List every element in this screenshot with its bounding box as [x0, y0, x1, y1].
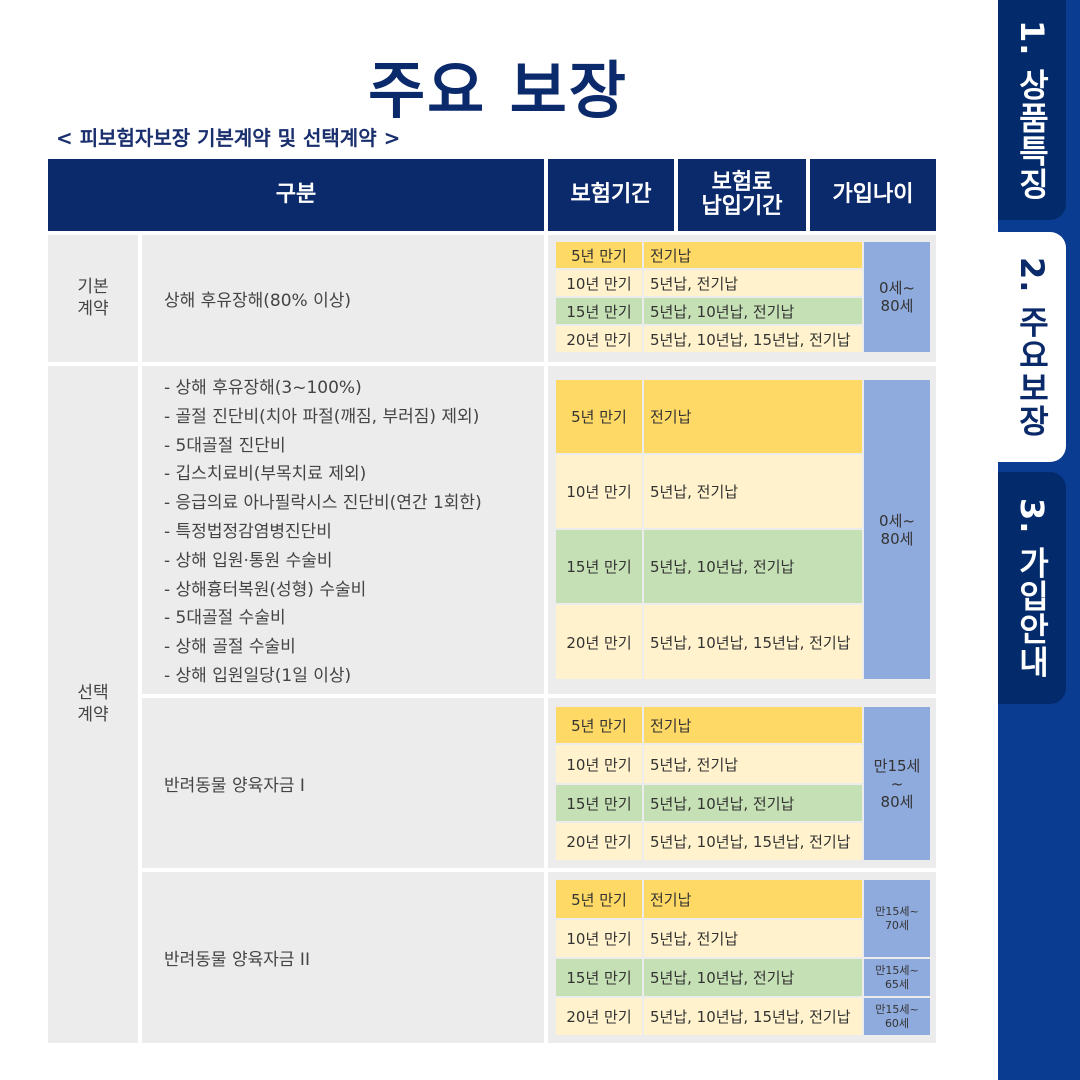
- payment-cell: 5년납, 10년납, 전기납: [644, 530, 862, 603]
- payment-cell: 5년납, 10년납, 15년납, 전기납: [644, 605, 862, 679]
- coverage-list-item: - 특정법정감염병진단비: [164, 521, 332, 542]
- coverage-list-cell: - 상해 후유장해(3~100%) - 골절 진단비(치아 파절(깨짐, 부러짐…: [142, 366, 544, 694]
- term-cell: 10년 만기: [556, 270, 642, 296]
- term-cell: 5년 만기: [556, 242, 642, 268]
- term-cell: 15년 만기: [556, 530, 642, 603]
- payment-cell: 전기납: [644, 880, 862, 918]
- term-cell: 20년 만기: [556, 326, 642, 352]
- tab-label: 2. 주요보장: [1013, 256, 1051, 438]
- term-cell: 20년 만기: [556, 823, 642, 860]
- page-title: 주요 보장: [368, 54, 628, 127]
- term-cell: 10년 만기: [556, 920, 642, 957]
- payment-cell: 5년납, 10년납, 전기납: [644, 959, 862, 996]
- term-cell: 5년 만기: [556, 380, 642, 453]
- coverage-list-item: - 상해 골절 수술비: [164, 637, 296, 658]
- header-join-age: 가입나이: [810, 159, 936, 231]
- group-optional-contract: 선택 계약: [48, 366, 138, 1043]
- age-cell: 만15세~ 60세: [864, 998, 930, 1035]
- payment-cell: 5년납, 10년납, 15년납, 전기납: [644, 823, 862, 860]
- payment-cell: 전기납: [644, 707, 862, 743]
- term-cell: 20년 만기: [556, 998, 642, 1035]
- coverage-list-item: - 응급의료 아나필락시스 진단비(연간 1회한): [164, 493, 482, 514]
- term-cell: 15년 만기: [556, 785, 642, 821]
- coverage-list-item: - 깁스치료비(부목치료 제외): [164, 464, 367, 485]
- coverage-list: - 상해 후유장해(3~100%) - 골절 진단비(치아 파절(깨짐, 부러짐…: [164, 374, 544, 691]
- payment-cell: 5년납, 10년납, 전기납: [644, 785, 862, 821]
- payment-cell: 5년납, 전기납: [644, 455, 862, 528]
- payment-cell: 5년납, 전기납: [644, 920, 862, 957]
- header-payment-period-line2: 납입기간: [701, 194, 783, 219]
- header-insurance-period: 보험기간: [548, 159, 674, 231]
- payment-cell: 5년납, 전기납: [644, 270, 862, 296]
- coverage-cell: 상해 후유장해(80% 이상): [142, 235, 544, 362]
- term-cell: 15년 만기: [556, 959, 642, 996]
- payment-cell: 5년납, 10년납, 15년납, 전기납: [644, 326, 862, 352]
- coverage-list-item: - 상해 입원·통원 수술비: [164, 550, 333, 571]
- age-cell: 만15세~ 70세: [864, 880, 930, 957]
- coverage-cell: 반려동물 양육자금 II: [142, 872, 544, 1043]
- age-cell: 0세~ 80세: [864, 242, 930, 352]
- payment-cell: 5년납, 10년납, 전기납: [644, 298, 862, 324]
- header-category: 구분: [48, 159, 544, 231]
- header-payment-period-line1: 보험료: [711, 169, 773, 195]
- term-cell: 5년 만기: [556, 707, 642, 743]
- payment-cell: 전기납: [644, 242, 862, 268]
- term-cell: 10년 만기: [556, 745, 642, 783]
- payment-cell: 5년납, 10년납, 15년납, 전기납: [644, 998, 862, 1035]
- tab-label: 3. 가입안내: [1013, 497, 1051, 679]
- term-cell: 15년 만기: [556, 298, 642, 324]
- tab-main-coverage[interactable]: 2. 주요보장: [998, 232, 1066, 462]
- coverage-list-item: - 상해흉터복원(성형) 수술비: [164, 579, 367, 600]
- coverage-list-item: - 골절 진단비(치아 파절(깨짐, 부러짐) 제외): [164, 406, 480, 427]
- coverage-list-item: - 상해 입원일당(1일 이상): [164, 665, 352, 686]
- term-cell: 10년 만기: [556, 455, 642, 528]
- age-cell: 만15세~ 65세: [864, 959, 930, 996]
- page-subtitle: < 피보험자보장 기본계약 및 선택계약 >: [56, 126, 401, 150]
- age-cell: 0세~ 80세: [864, 380, 930, 679]
- coverage-cell: 반려동물 양육자금 I: [142, 698, 544, 868]
- payment-cell: 전기납: [644, 380, 862, 453]
- tab-enrollment-guide[interactable]: 3. 가입안내: [998, 472, 1066, 704]
- coverage-list-item: - 상해 후유장해(3~100%): [164, 378, 362, 398]
- tab-product-features[interactable]: 1. 상품특징: [998, 0, 1066, 220]
- header-payment-period: 보험료 납입기간: [678, 159, 806, 231]
- coverage-list-item: - 5대골절 진단비: [164, 435, 286, 456]
- age-cell: 만15세 ~ 80세: [864, 707, 930, 860]
- term-cell: 20년 만기: [556, 605, 642, 679]
- term-cell: 5년 만기: [556, 880, 642, 918]
- tab-label: 1. 상품특징: [1013, 19, 1051, 201]
- payment-cell: 5년납, 전기납: [644, 745, 862, 783]
- group-basic-contract: 기본 계약: [48, 235, 138, 362]
- coverage-list-item: - 5대골절 수술비: [164, 608, 286, 629]
